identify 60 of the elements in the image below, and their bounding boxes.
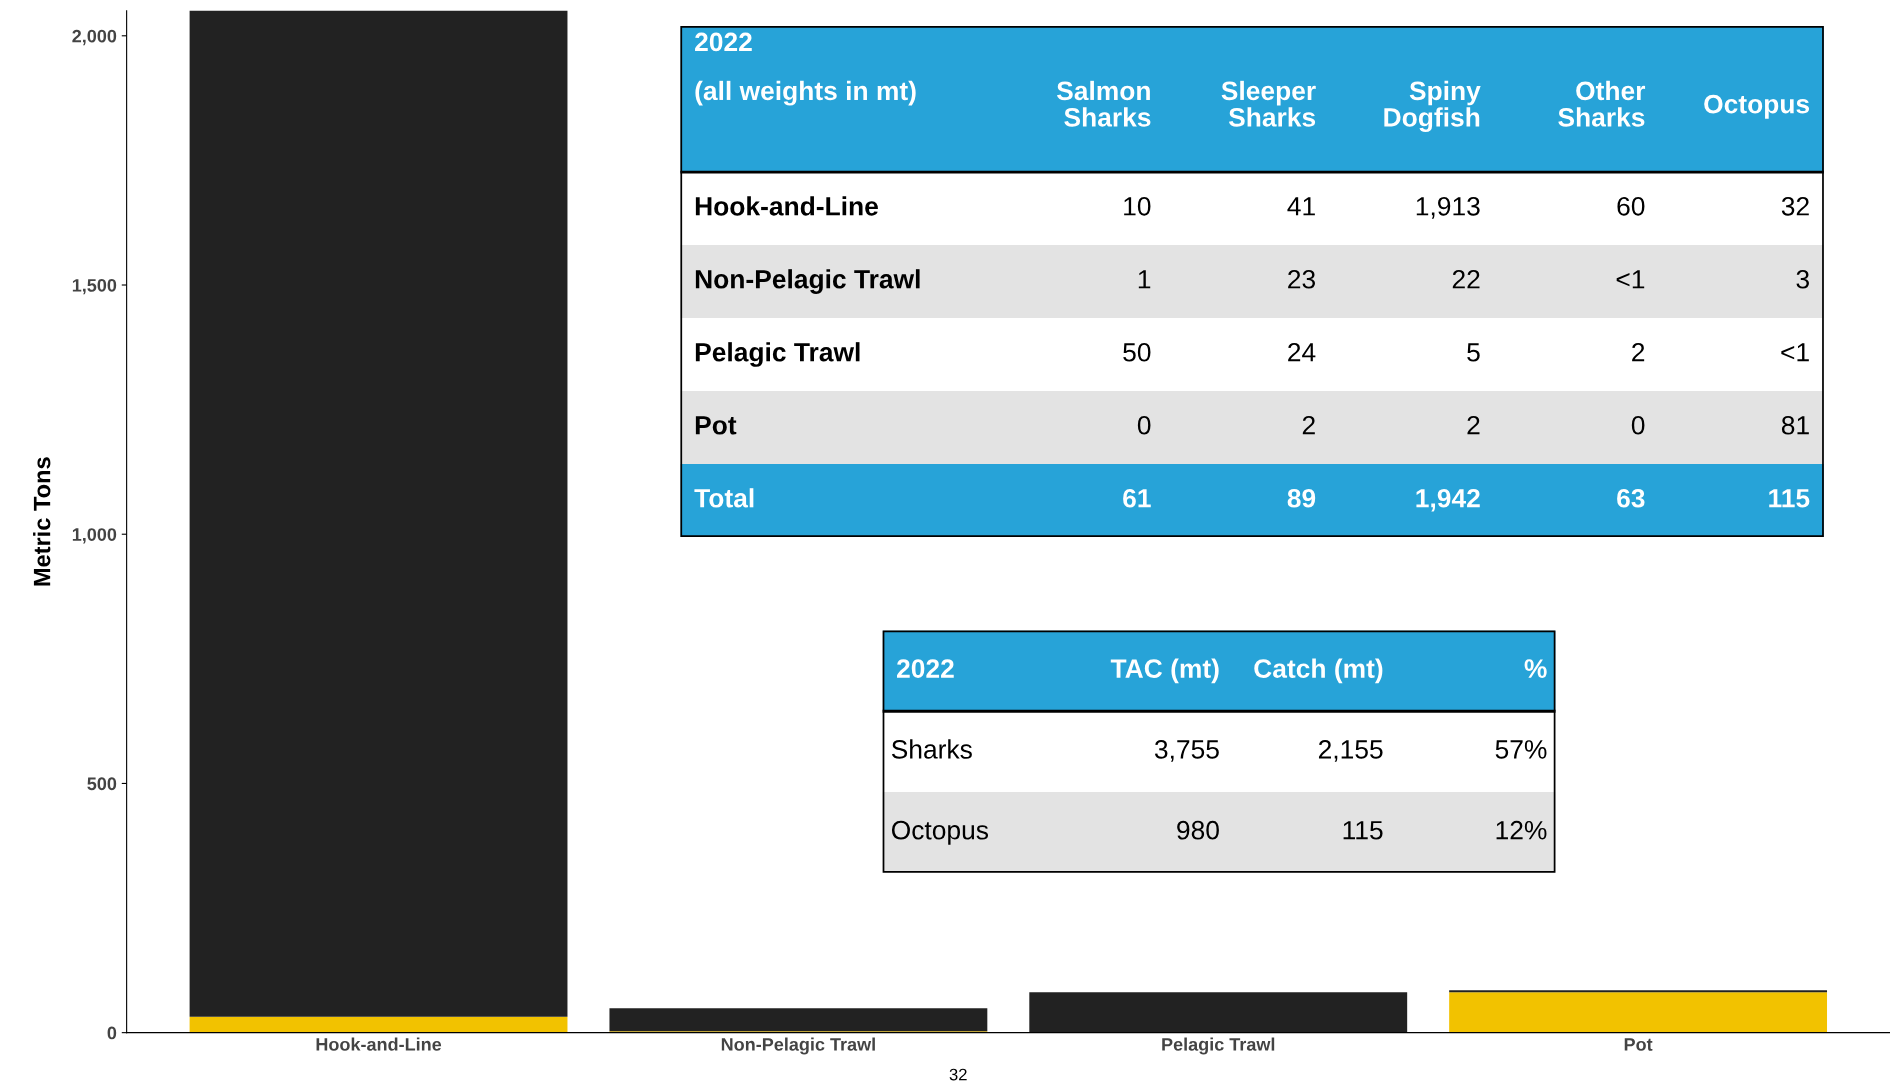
text: 89: [1287, 488, 1316, 508]
category-label: Catch (mt): [1254, 658, 1383, 684]
category-label: TAC (mt): [1110, 658, 1219, 684]
text: 61: [1123, 488, 1151, 508]
text: 81: [1781, 415, 1809, 435]
text: 24: [1288, 342, 1316, 362]
text: 2022: [897, 659, 954, 678]
category-label: Pot: [695, 416, 737, 435]
y-axis-title: Metric Tons: [33, 457, 51, 586]
text: <1: [1781, 343, 1809, 362]
category-label: Octopus: [1704, 94, 1810, 119]
text: 0: [1631, 415, 1645, 435]
text: 1,942: [1416, 488, 1480, 512]
category-label: Other Sharks: [1558, 80, 1646, 127]
text: 2: [1467, 415, 1480, 435]
text: 63: [1617, 488, 1645, 508]
text: 1: [1138, 270, 1151, 289]
text: 22: [1452, 269, 1480, 289]
category-label: Salmon Sharks: [1056, 80, 1151, 127]
text: 3: [1796, 269, 1809, 289]
category-label: Spiny Dogfish: [1384, 80, 1481, 132]
category-label: Non-Pelagic Trawl: [695, 269, 920, 294]
y-tick-label: 2,000: [72, 29, 117, 46]
y-tick-label: 500: [87, 777, 117, 791]
annotation: 32: [1781, 196, 1809, 216]
text: 115: [1343, 821, 1383, 840]
category-label: Octopus: [891, 820, 989, 845]
text: 5: [1467, 343, 1480, 362]
text: 2: [1632, 342, 1645, 362]
category-label: Pelagic Trawl: [695, 342, 860, 367]
x-tick-label: Pot: [1624, 1038, 1653, 1051]
text: <1: [1616, 270, 1645, 289]
text: 1,913: [1416, 196, 1480, 219]
text: 41: [1287, 197, 1315, 216]
text: 23: [1288, 269, 1315, 289]
category-label: Total: [694, 488, 754, 508]
text: 60: [1617, 196, 1645, 216]
text: 115: [1769, 489, 1810, 508]
text: 2: [1302, 415, 1315, 435]
y-tick-label: 1,500: [72, 278, 117, 295]
text: 980: [1177, 820, 1219, 840]
x-tick-label: Non-Pelagic Trawl: [721, 1037, 875, 1055]
category-label: Hook-and-Line: [695, 196, 878, 216]
x-tick-label: Hook-and-Line: [316, 1037, 442, 1051]
text: (all weights in mt): [695, 80, 916, 106]
text: 32: [949, 1068, 967, 1081]
category-label: Sleeper Sharks: [1221, 80, 1316, 127]
text: 50: [1123, 342, 1151, 362]
y-tick-label: 1,000: [72, 528, 117, 544]
text: 3,755: [1154, 740, 1219, 762]
text: 2,155: [1318, 740, 1383, 762]
text: 12%: [1496, 820, 1547, 840]
text: 2022: [695, 32, 752, 52]
text: 57%: [1495, 740, 1547, 759]
y-tick-label: 0: [107, 1026, 117, 1040]
text: 10: [1124, 196, 1151, 216]
text: 0: [1137, 415, 1151, 435]
category-label: %: [1524, 659, 1547, 678]
category-label: Sharks: [891, 739, 972, 759]
x-tick-label: Pelagic Trawl: [1162, 1037, 1275, 1055]
